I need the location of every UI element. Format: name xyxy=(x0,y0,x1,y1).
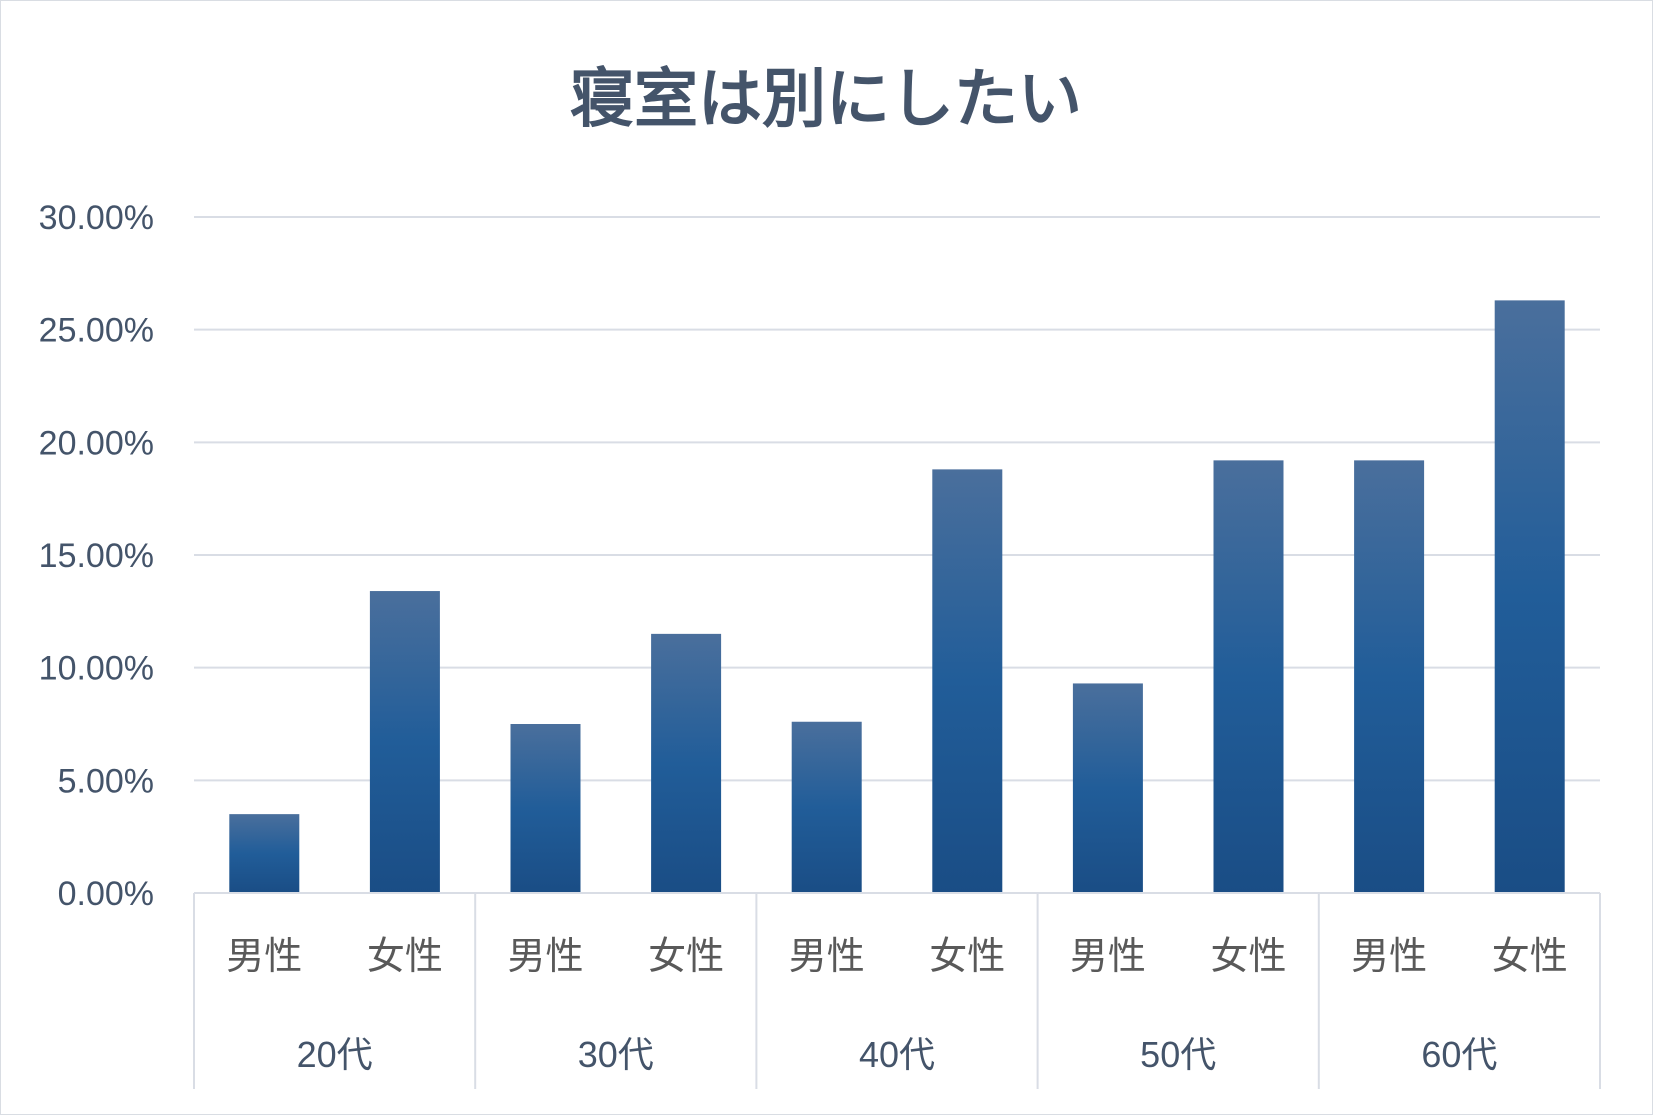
x-category-label: 女性 xyxy=(648,936,724,978)
x-category-label: 女性 xyxy=(1210,936,1286,978)
x-group-label: 60代 xyxy=(1421,1034,1497,1075)
x-group-label: 40代 xyxy=(859,1034,935,1075)
bar xyxy=(1354,460,1425,893)
y-tick-label: 15.00% xyxy=(39,537,154,575)
y-tick-label: 30.00% xyxy=(39,199,154,237)
bar xyxy=(932,469,1003,893)
bars xyxy=(229,300,1565,894)
x-category-label: 男性 xyxy=(789,936,865,978)
x-category-label: 男性 xyxy=(226,936,302,978)
y-tick-label: 20.00% xyxy=(39,424,154,462)
y-tick-label: 5.00% xyxy=(58,762,154,800)
x-category-label: 女性 xyxy=(367,936,443,978)
bar xyxy=(369,591,440,893)
y-tick-label: 0.00% xyxy=(58,875,154,913)
y-tick-label: 10.00% xyxy=(39,650,154,688)
x-category-label: 男性 xyxy=(1070,936,1146,978)
bar xyxy=(1494,300,1565,894)
x-group-label: 20代 xyxy=(297,1034,373,1075)
bar xyxy=(1072,683,1143,893)
chart-title: 寝室は別にしたい xyxy=(570,63,1082,135)
bar xyxy=(1213,460,1284,893)
x-axis: 男性 女性 20代 男性 女性 30代 男性 女性 40代 男性 女性 50代 男性 女性 60代 xyxy=(193,892,1601,1089)
x-category-label: 男性 xyxy=(1351,936,1427,978)
x-group-label: 30代 xyxy=(578,1034,654,1075)
bar xyxy=(229,814,300,893)
y-tick-label: 25.00% xyxy=(39,312,154,350)
x-category-label: 男性 xyxy=(507,936,583,978)
x-group-label: 50代 xyxy=(1140,1034,1216,1075)
x-category-label: 女性 xyxy=(929,936,1005,978)
bar xyxy=(510,724,581,893)
bar xyxy=(791,721,862,893)
bar xyxy=(651,633,722,893)
x-category-label: 女性 xyxy=(1492,936,1568,978)
y-axis-ticks: 0.00% 5.00% 10.00% 15.00% 20.00% 25.00% 30.00% xyxy=(39,199,154,913)
